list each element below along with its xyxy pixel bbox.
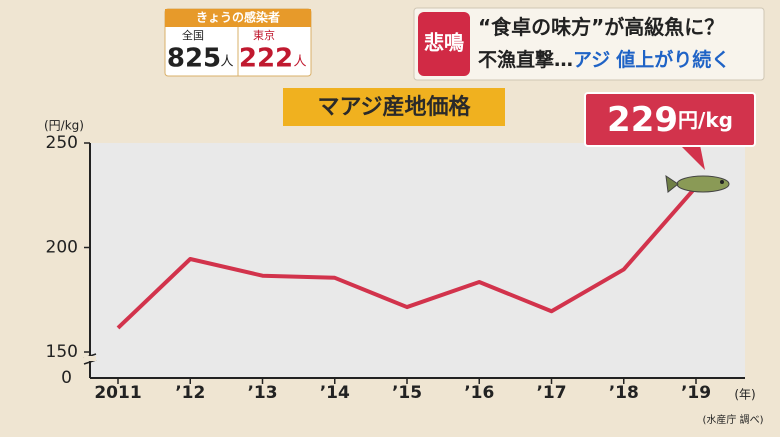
y-tick-label: 150 [46, 342, 78, 362]
price-line [116, 185, 698, 330]
headline-highlight: アジ [573, 49, 610, 71]
headline-tag-bg [418, 12, 470, 76]
fish-icon [665, 174, 730, 193]
callout-pointer [680, 145, 705, 170]
headline-line2: 不漁直撃…アジ 値上がり続く [478, 48, 730, 71]
national-unit: 人 [220, 55, 233, 70]
x-axis-label: (年) [734, 388, 755, 402]
headline-highlight: 値上がり続く [615, 48, 730, 71]
callout-box [584, 92, 756, 147]
marks: 150 200 250 2011 ’12 ’13 ’14 ’15 ’16 ’17 ’18 ’19 [46, 133, 712, 403]
axis-break-gap [84, 356, 96, 361]
headline-part: 不漁直撃… [478, 48, 573, 71]
x-tick-label: ’16 [464, 383, 494, 403]
x-tick-label: 2011 [94, 383, 141, 403]
x-tick-label: ’18 [609, 383, 639, 403]
chart-title-bg [283, 88, 505, 126]
x-tick-label: ’17 [536, 383, 566, 403]
y-break-label: 0 [61, 368, 72, 388]
callout-unit: 円/kg [678, 108, 733, 132]
tokyo-label: 東京 [253, 28, 275, 42]
headline-tag: 悲鳴 [424, 31, 464, 55]
headline-box [413, 7, 765, 81]
headline-rest: が高級魚に？ [604, 15, 724, 39]
national-count: 825 [167, 44, 221, 74]
headline-quote: “食卓の味方” [478, 15, 604, 39]
x-tick-label: ’15 [392, 383, 422, 403]
tokyo-unit: 人 [293, 55, 306, 70]
callout-value: 229 [607, 100, 678, 140]
infection-header: きょうの感染者 [196, 10, 280, 25]
tokyo-count: 222 [239, 44, 293, 74]
y-axis-label: (円/kg) [44, 119, 84, 133]
source: (水産庁 調べ) [703, 413, 764, 426]
callout-text: 229円/kg [607, 100, 733, 140]
headline-line1: “食卓の味方”が高級魚に？ [478, 15, 724, 39]
x-tick-label: ’19 [681, 383, 711, 403]
y-tick-label: 200 [46, 238, 78, 258]
x-tick-label: ’14 [320, 383, 350, 403]
x-tick-label: ’12 [175, 383, 205, 403]
chart-title: マアジ産地価格 [317, 94, 471, 120]
infection-header-bg [165, 9, 311, 27]
x-tick-label: ’13 [247, 383, 277, 403]
national-label: 全国 [182, 28, 204, 42]
y-tick-label: 250 [46, 133, 78, 153]
